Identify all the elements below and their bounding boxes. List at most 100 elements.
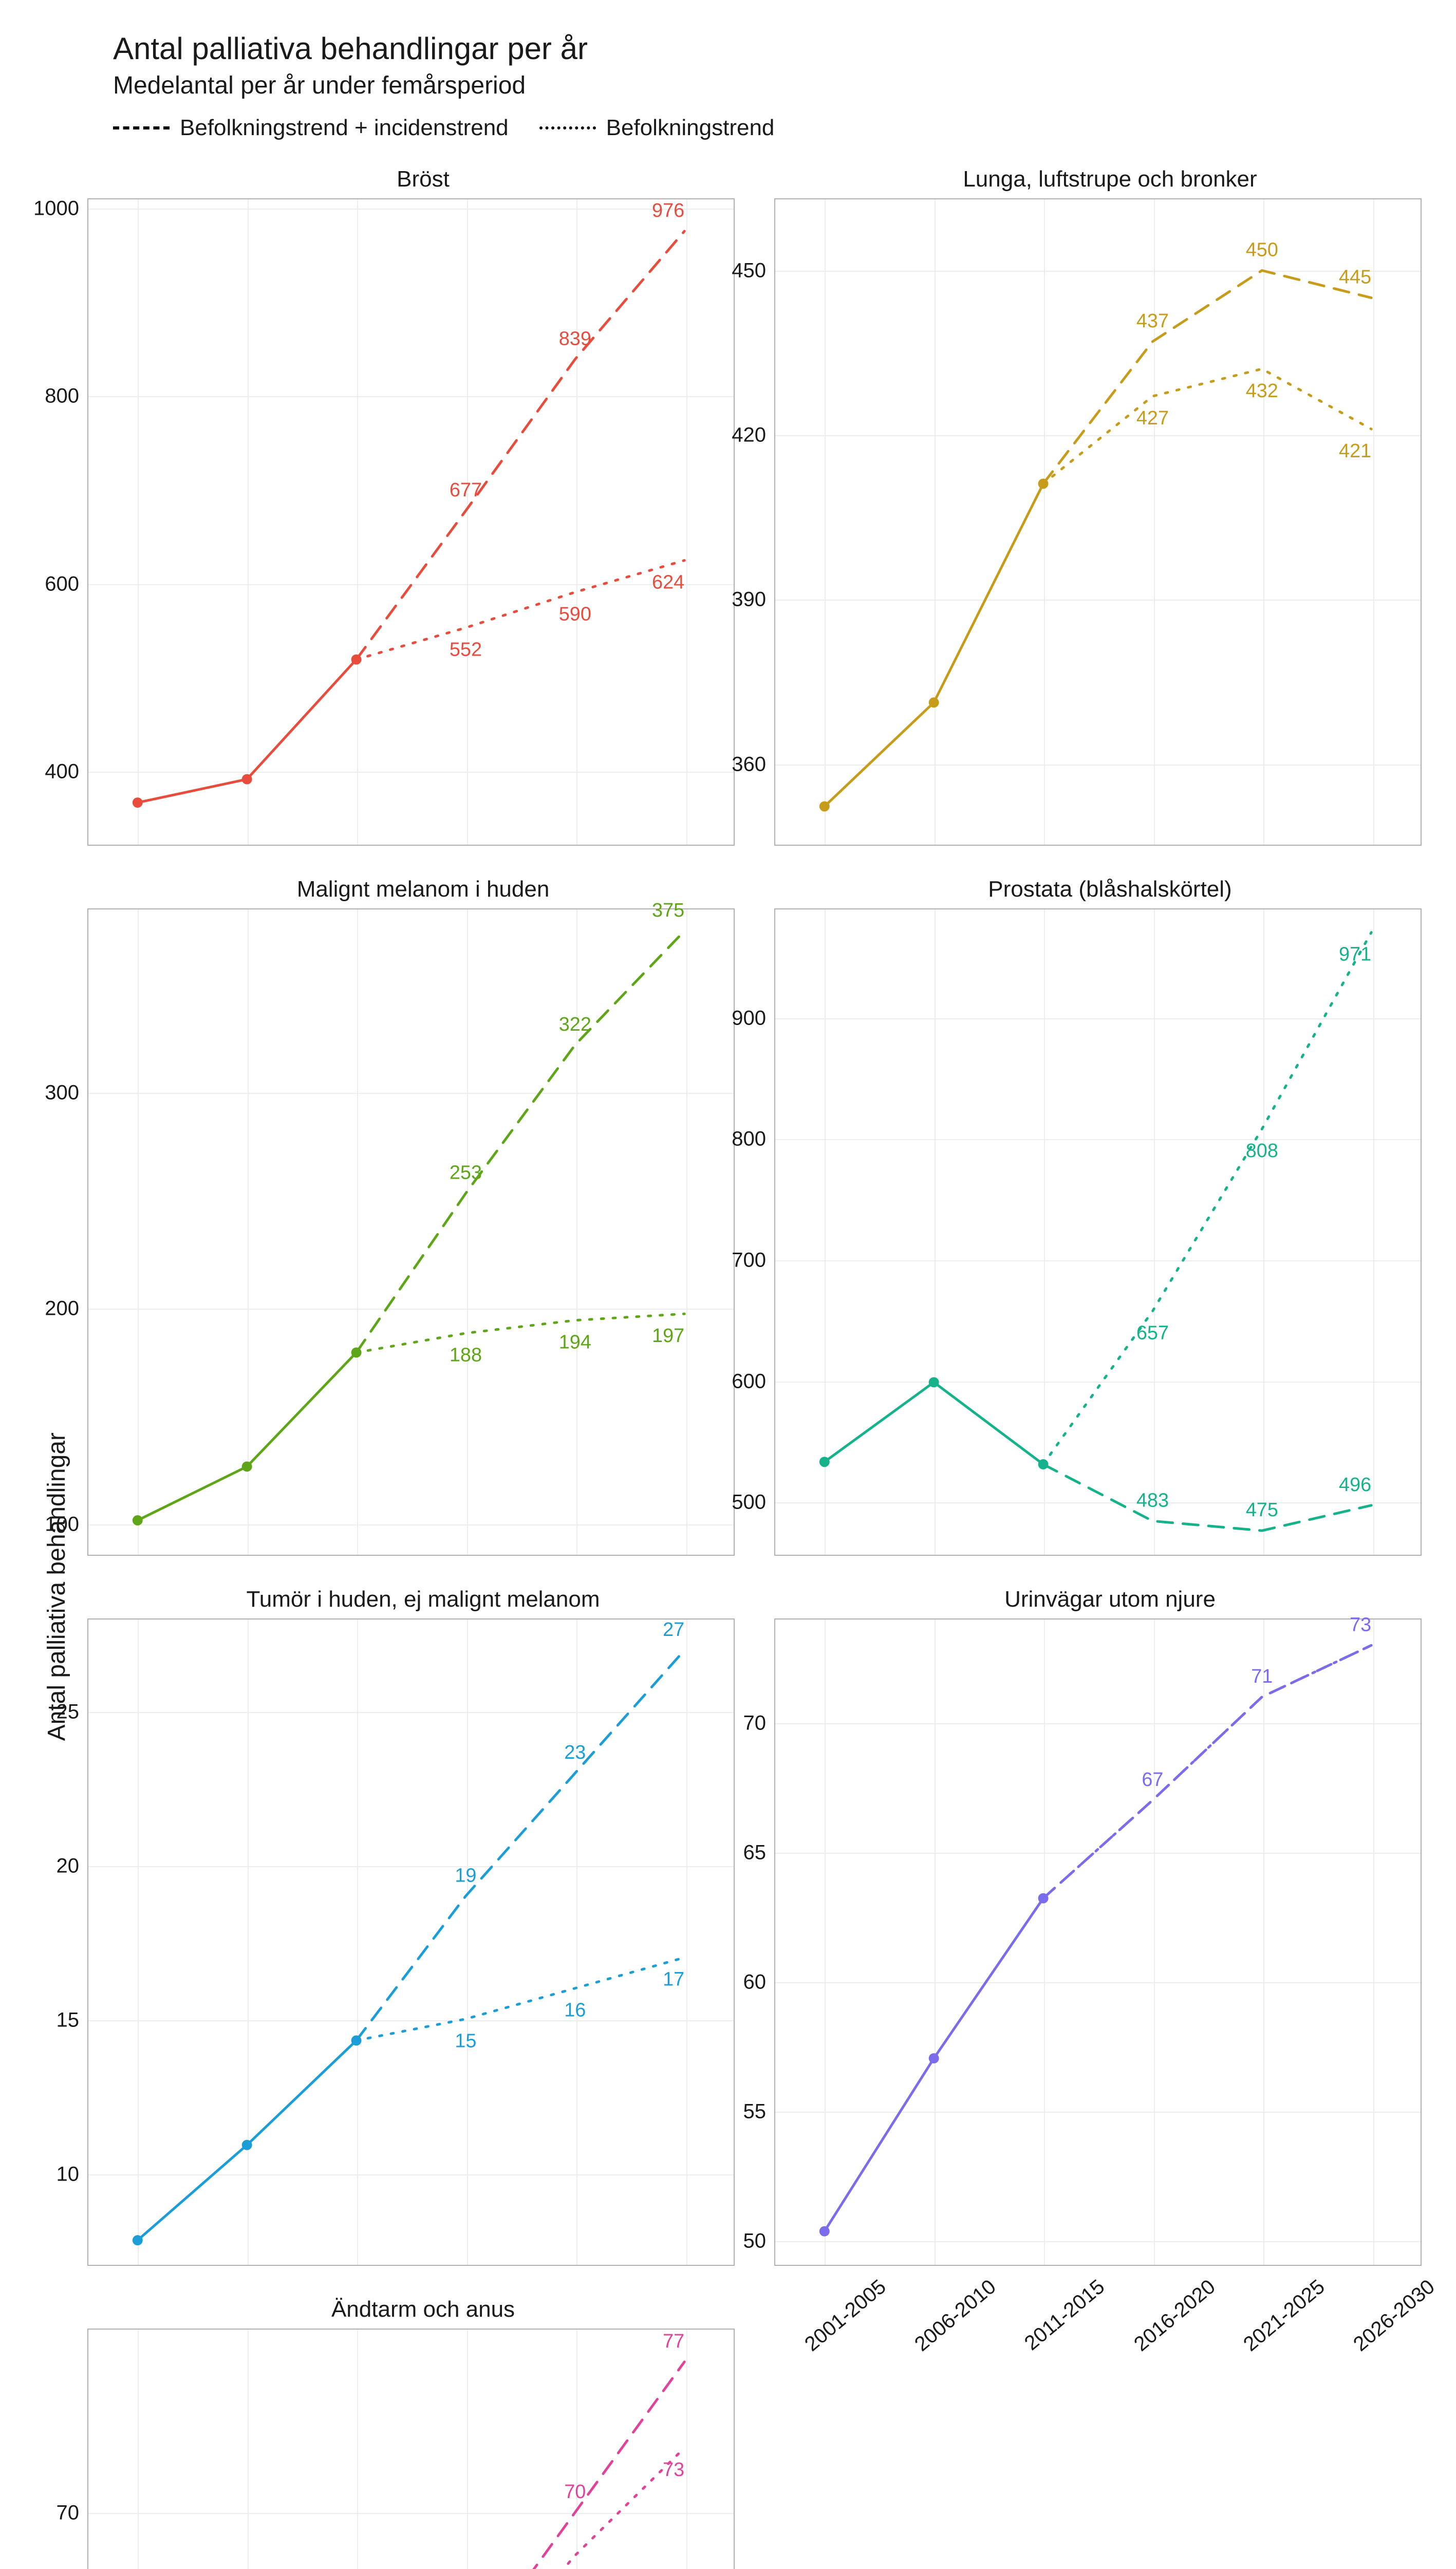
y-axis-label: Antal palliativa behandlingar [43, 1432, 71, 1741]
plot-frame: 10152025192327151617 [87, 1618, 735, 2266]
y-axis-label-cell: Antal palliativa behandlingar [41, 166, 72, 2569]
figure-subtitle: Medelantal per år under femårsperiod [113, 71, 1456, 100]
y-tick-label: 20 [57, 1855, 89, 1878]
series-marker [929, 697, 939, 708]
panel: Ändtarm och anus 5060702001-20052006-2010… [87, 2297, 759, 2569]
series-dotted [1043, 369, 1372, 484]
plot-frame: 50556065702001-20052006-20102011-2015201… [774, 1618, 1422, 2266]
series-solid [825, 1382, 1043, 1464]
series-marker [929, 1377, 939, 1387]
x-tick-label: 2001-2005 [795, 2268, 891, 2356]
series-dashed [357, 231, 685, 660]
x-tick-label: 2026-2030 [1343, 2268, 1439, 2356]
series-dotted [1043, 1645, 1372, 1898]
series-marker [1038, 1459, 1049, 1469]
series-dashed [357, 931, 685, 1353]
value-label: 27 [663, 1619, 684, 1641]
legend-item-dash: Befolkningstrend + incidenstrend [113, 115, 509, 141]
y-tick-label: 1000 [33, 197, 88, 220]
panel-title: Tumör i huden, ej malignt melanom [87, 1587, 759, 1612]
y-tick-label: 70 [57, 2502, 89, 2525]
legend: Befolkningstrend + incidenstrend Befolkn… [113, 115, 1456, 141]
value-label: 421 [1339, 440, 1371, 462]
value-label: 808 [1246, 1140, 1278, 1162]
y-tick-label: 25 [57, 1701, 89, 1724]
value-label: 483 [1136, 1490, 1169, 1511]
plot-frame: 500600700800900483475496657808971 [774, 908, 1422, 1556]
y-tick-label: 700 [732, 1249, 775, 1272]
dash-line-icon [113, 126, 170, 129]
panel: Bröst4006008001000677839976552590624 [87, 166, 759, 846]
series-marker [133, 2235, 143, 2245]
series-marker [819, 2226, 830, 2237]
value-label: 73 [1350, 1614, 1371, 1635]
series-dashed [357, 2362, 685, 2569]
dot-line-icon [539, 126, 596, 129]
series-dashed [1043, 1645, 1372, 1898]
value-label: 375 [652, 900, 684, 921]
plot-svg: 677173 [775, 1619, 1421, 2265]
legend-label: Befolkningstrend + incidenstrend [180, 115, 509, 141]
value-label: 15 [455, 2030, 476, 2052]
panel-title: Ändtarm och anus [87, 2297, 759, 2322]
series-marker [133, 797, 143, 808]
y-tick-label: 300 [45, 1082, 88, 1105]
value-label: 445 [1339, 267, 1371, 288]
plot-frame: 5060702001-20052006-20102011-20152016-20… [87, 2329, 735, 2569]
y-tick-label: 50 [743, 2229, 776, 2252]
y-tick-label: 600 [732, 1370, 775, 1393]
legend-label: Befolkningstrend [606, 115, 775, 141]
series-marker [819, 1457, 830, 1467]
y-tick-label: 100 [45, 1513, 88, 1536]
plot-svg: 192327151617 [88, 1619, 734, 2265]
figure-root: Antal palliativa behandlingar per år Med… [10, 31, 1456, 2569]
panel-title: Lunga, luftstrupe och bronker [774, 166, 1446, 192]
panel: Tumör i huden, ej malignt melanom1015202… [87, 1587, 759, 2266]
value-label: 976 [652, 200, 684, 221]
plot-frame: 4006008001000677839976552590624 [87, 198, 735, 846]
panel-title: Urinvägar utom njure [774, 1587, 1446, 1612]
value-label: 19 [455, 1865, 476, 1886]
value-label: 624 [652, 571, 684, 593]
series-marker [351, 1347, 362, 1357]
y-tick-label: 360 [732, 753, 775, 776]
value-label: 17 [663, 1969, 684, 1990]
y-tick-label: 800 [45, 385, 88, 408]
value-label: 437 [1136, 310, 1169, 332]
value-label: 450 [1246, 239, 1278, 260]
y-tick-label: 800 [732, 1128, 775, 1151]
figure-title: Antal palliativa behandlingar per år [113, 31, 1456, 66]
value-label: 253 [450, 1162, 482, 1184]
series-solid [138, 1352, 357, 1520]
series-marker [133, 1515, 143, 1525]
plot-frame: 360390420450437450445427432421 [774, 198, 1422, 846]
value-label: 590 [559, 603, 591, 625]
value-label: 322 [559, 1014, 591, 1035]
panel-title: Prostata (blåshalskörtel) [774, 877, 1446, 902]
value-label: 23 [564, 1742, 586, 1763]
value-label: 657 [1136, 1323, 1169, 1344]
series-marker [242, 2140, 252, 2150]
value-label: 68 [564, 2566, 586, 2569]
x-tick-label: 2006-2010 [904, 2268, 1000, 2356]
y-tick-label: 450 [732, 259, 775, 282]
series-dashed [1043, 1464, 1372, 1531]
plot-svg: 437450445427432421 [775, 199, 1421, 845]
value-label: 188 [450, 1345, 482, 1366]
value-label: 197 [652, 1325, 684, 1347]
panel-title: Malignt melanom i huden [87, 877, 759, 902]
plot-svg: 253322375188194197 [88, 909, 734, 1555]
value-label: 971 [1339, 943, 1371, 965]
value-label: 77 [663, 2331, 684, 2352]
series-dashed [1043, 270, 1372, 483]
series-dotted [357, 1958, 685, 2040]
x-tick-label: 2011-2015 [1014, 2268, 1109, 2355]
legend-item-dot: Befolkningstrend [539, 115, 775, 141]
panel: Malignt melanom i huden10020030025332237… [87, 877, 759, 1556]
series-dotted [357, 2448, 685, 2569]
y-tick-label: 65 [743, 1841, 776, 1864]
value-label: 839 [559, 328, 591, 349]
y-tick-label: 600 [45, 572, 88, 595]
value-label: 70 [564, 2481, 586, 2503]
y-tick-label: 900 [732, 1007, 775, 1030]
